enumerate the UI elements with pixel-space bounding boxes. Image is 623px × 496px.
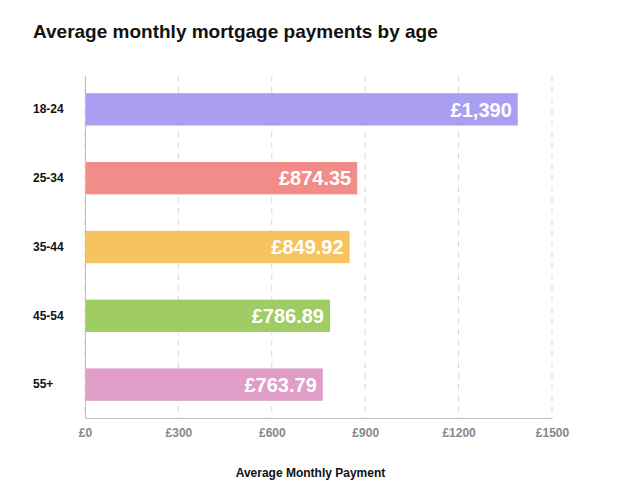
bar — [85, 368, 323, 400]
x-tick: £1200 — [442, 418, 476, 440]
bar — [85, 93, 518, 125]
x-tick-label: £600 — [259, 426, 286, 440]
y-tick-label: 55+ — [33, 377, 53, 391]
y-axis: 18-24 25-34 35-44 45-54 55+ — [33, 77, 86, 419]
x-tick-label: £900 — [352, 426, 379, 440]
y-tick: 55+ — [33, 377, 85, 391]
x-tick: £300 — [166, 418, 193, 440]
y-tick-label: 35-44 — [33, 240, 64, 254]
y-tick-label: 45-54 — [33, 309, 64, 323]
y-tick: 18-24 — [33, 102, 85, 116]
data-label: £1,390 — [451, 99, 512, 121]
plot: £1,390 £874.35 £849.92 £786.89 £763.79 £0 £300… — [33, 76, 570, 440]
data-labels: £1,390 £874.35 £849.92 £786.89 £763.79 — [244, 99, 511, 396]
y-tick: 45-54 — [33, 309, 85, 323]
grid-line — [365, 76, 366, 418]
bars — [85, 93, 518, 401]
y-tick: 35-44 — [33, 240, 85, 254]
x-tick: £1500 — [536, 418, 570, 440]
data-label: £849.92 — [271, 236, 343, 258]
x-tick: £900 — [352, 418, 379, 440]
x-axis: £0 £300 £600 £900 £1200 £1500 — [79, 418, 570, 440]
data-label: £786.89 — [252, 305, 324, 327]
y-tick-label: 25-34 — [33, 171, 64, 185]
chart: Average monthly mortgage payments by age… — [0, 0, 623, 496]
y-tick: 25-34 — [33, 171, 85, 185]
x-axis-title: Average Monthly Payment — [236, 466, 386, 480]
x-tick-label: £0 — [79, 426, 93, 440]
x-tick: £0 — [79, 418, 93, 440]
y-axis-line — [85, 77, 86, 419]
x-tick-label: £300 — [166, 426, 193, 440]
grid-line — [552, 76, 553, 418]
x-axis-line — [86, 418, 553, 419]
x-tick-label: £1200 — [442, 426, 476, 440]
bar — [85, 300, 330, 332]
bar — [85, 162, 357, 194]
title: Average monthly mortgage payments by age — [33, 21, 438, 42]
x-tick-label: £1500 — [536, 426, 570, 440]
data-label: £763.79 — [244, 374, 316, 396]
y-tick-label: 18-24 — [33, 102, 64, 116]
grid-line — [85, 76, 86, 418]
grid-line — [458, 76, 459, 418]
grid — [85, 76, 552, 418]
bar — [85, 231, 350, 263]
data-label: £874.35 — [279, 167, 351, 189]
x-tick: £600 — [259, 418, 286, 440]
